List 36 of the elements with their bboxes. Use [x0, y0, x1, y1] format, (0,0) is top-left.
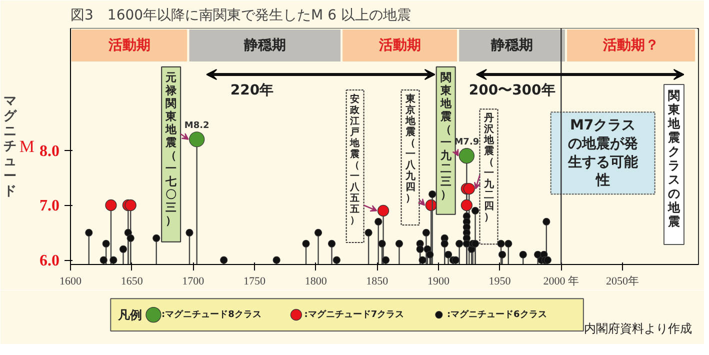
y-tick-label: 6.0 [40, 252, 60, 270]
band-label: 活動期？ [602, 38, 660, 54]
y-tick-label: 8.0 [40, 142, 60, 160]
legend-title: 凡例 [116, 308, 142, 322]
text: 安政江戸地震（一八五五） [350, 94, 360, 226]
band-label: 活動期 [107, 38, 150, 54]
x-tick-label: 2000 年 [543, 276, 579, 288]
annotation: 220年 [230, 82, 274, 98]
chart-title: 図3 1600年以降に南関東で発生したM 6 以上の地震 [70, 8, 411, 24]
x-tick-label: 1900 [427, 276, 450, 288]
text: 内閣府資料より作成 [584, 321, 692, 336]
band-label: 静穏期 [242, 38, 286, 54]
legend-label: :マグニチュード7クラス [304, 308, 404, 320]
y-axis-title: マグニチュード [4, 94, 18, 199]
text: 東京地震（一八九四） [405, 94, 416, 204]
x-tick-label: 1600 [60, 276, 82, 288]
annotation: 200〜300年 [468, 82, 556, 98]
data-label: M8.2 [184, 120, 210, 131]
x-tick-label: 1950 [488, 276, 512, 288]
legend-label: :マグニチュード8クラス [161, 308, 262, 320]
text: M [19, 137, 35, 156]
y-tick-label: 7.0 [40, 198, 60, 215]
x-tick-label: 1850 [366, 276, 389, 288]
x-tick-label: 1800 [304, 276, 328, 288]
text: 関東地震クラスの地震 [668, 88, 680, 228]
x-tick-label: 1650 [120, 276, 144, 288]
x-tick-label: 1700 [182, 276, 205, 288]
x-tick-label: 2050年 [606, 276, 639, 288]
legend-label: :マグニチュード6クラス [446, 308, 547, 320]
band-label: 静穏期 [490, 38, 534, 54]
text: 丹沢地震（一九二四） [484, 113, 494, 224]
band-label: 活動期 [378, 38, 421, 54]
text: 元禄関東地震（一七〇三） [166, 70, 177, 227]
annotation: M7クラスの地震が発生する可能性 [566, 117, 639, 189]
x-tick-label: 1750 [243, 276, 266, 288]
text: 関東地震（一九二三） [440, 70, 452, 201]
